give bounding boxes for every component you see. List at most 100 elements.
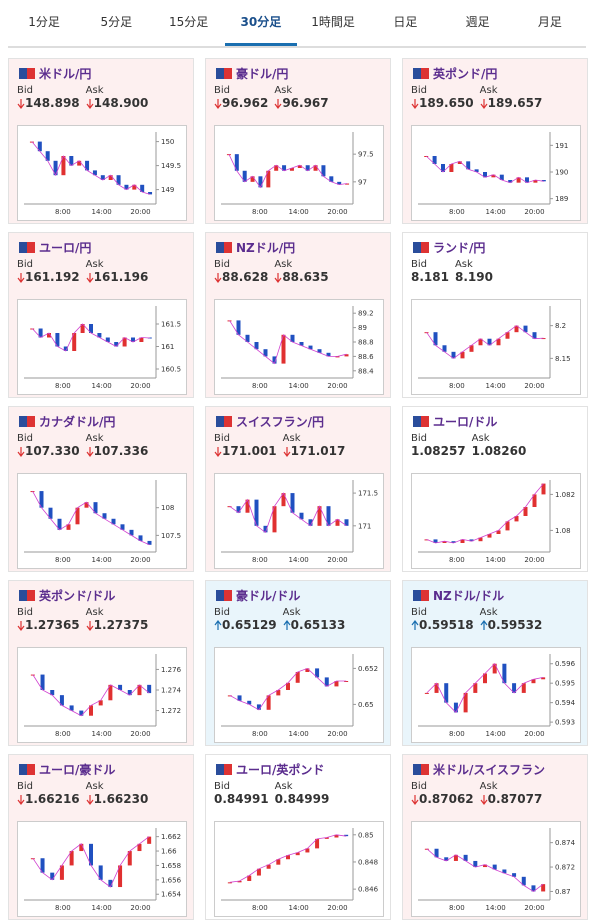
tab[interactable]: 1分足	[28, 15, 60, 29]
tab[interactable]: 30分足	[224, 0, 297, 46]
candle	[111, 518, 116, 525]
quote: Bid Ask 1.08257 1.08260	[411, 433, 526, 458]
bid-label: Bid	[17, 781, 33, 792]
tab[interactable]: 15分足	[168, 15, 209, 29]
y-tick-label: 1.66	[161, 848, 177, 856]
pair-title[interactable]: カナダドル/円	[39, 415, 116, 429]
bid-text: 0.59518	[419, 618, 474, 632]
candle	[127, 690, 132, 696]
rate-card[interactable]: カナダドル/円 Bid Ask 107.330 107.336 107.5 108 8:00 1…	[8, 406, 194, 572]
tab[interactable]: 5分足	[100, 15, 133, 29]
candle	[326, 352, 331, 357]
tab[interactable]: 月足	[537, 15, 562, 29]
close-line	[426, 848, 544, 892]
bid-text: 1.66216	[25, 792, 80, 806]
rate-card[interactable]: ユーロ/英ポンド Bid Ask 0.84991 0.84999 0.846 0.848 0.…	[205, 754, 391, 920]
candle	[295, 672, 300, 683]
arrow-shape	[86, 446, 94, 457]
rate-card[interactable]: ユーロ/円 Bid Ask 161.192 161.196 160.5 161 161.5 8:…	[8, 232, 194, 398]
ask-text: 1.27375	[93, 618, 149, 632]
ask-text: 0.59532	[487, 618, 543, 632]
arrow-icon	[214, 272, 222, 283]
candle	[108, 879, 113, 888]
mini-chart: 97 97.5 8:00 14:00 20:00	[214, 125, 384, 221]
candle	[451, 541, 456, 543]
ask-text: 0.84999	[274, 792, 330, 806]
pair-title[interactable]: 英ポンド/円	[433, 67, 498, 81]
bid-value: 0.84991	[214, 792, 269, 806]
candle	[57, 518, 62, 530]
rate-card[interactable]: NZドル/円 Bid Ask 88.628 88.635 88.4 88.6 88.8 89 89…	[205, 232, 391, 398]
pair-title[interactable]: 英ポンド/ドル	[39, 589, 116, 603]
rate-card[interactable]: 英ポンド/ドル Bid Ask 1.27365 1.27375 1.272 1.274 1.2…	[8, 580, 194, 746]
pair-title[interactable]: 豪ドル/ドル	[236, 589, 301, 603]
pair-title[interactable]: NZドル/円	[236, 241, 296, 255]
close-line	[229, 834, 347, 883]
candle	[329, 176, 334, 182]
pair-title[interactable]: ユーロ/英ポンド	[236, 763, 325, 777]
pair-title[interactable]: 米ドル/スイスフラン	[433, 763, 546, 777]
candle	[254, 342, 259, 350]
arrow-icon	[17, 446, 25, 457]
rate-card[interactable]: 米ドル/円 Bid Ask 148.898 148.900 149 149.5 150 8:00…	[8, 58, 194, 224]
arrow-shape	[214, 98, 222, 109]
y-tick-label: 0.848	[358, 858, 378, 866]
pair-title[interactable]: ユーロ/円	[39, 241, 92, 255]
bid-value: 88.628	[214, 270, 268, 284]
bid-value: 148.898	[17, 96, 80, 110]
rate-card[interactable]: ランド/円 Bid Ask 8.181 8.190 8.15 8.2 8:00 14:00 20:…	[402, 232, 588, 398]
candle	[39, 491, 44, 508]
x-tick-label: 14:00	[289, 730, 309, 738]
candle	[89, 843, 93, 866]
rate-card[interactable]: NZドル/ドル Bid Ask 0.59518 0.59532 0.593 0.594 0.5…	[402, 580, 588, 746]
rate-card[interactable]: スイスフラン/円 Bid Ask 171.001 171.017 171 171.5 8:00…	[205, 406, 391, 572]
candle	[514, 516, 519, 522]
pair-title[interactable]: 米ドル/円	[39, 67, 92, 81]
candle	[124, 184, 129, 190]
pair-title[interactable]: ユーロ/ドル	[433, 415, 498, 429]
rate-card[interactable]: 英ポンド/円 Bid Ask 189.650 189.657 189 190 191 8:00 1…	[402, 58, 588, 224]
bid-value: 8.181	[411, 270, 449, 284]
candle	[131, 337, 135, 342]
flag-icon	[19, 242, 35, 253]
pair-title[interactable]: 豪ドル/円	[236, 67, 289, 81]
candle	[505, 332, 510, 339]
tab[interactable]: 1時間足	[311, 15, 355, 29]
ask-value: 88.635	[274, 270, 329, 284]
candle	[305, 848, 310, 853]
y-tick-label: 97	[358, 178, 367, 186]
pair-title[interactable]: スイスフラン/円	[236, 415, 325, 429]
candle	[40, 674, 45, 690]
pair-title[interactable]: NZドル/ドル	[433, 589, 505, 603]
x-tick-label: 14:00	[92, 904, 112, 912]
mini-chart: 0.65 0.652 8:00 14:00 20:00	[214, 647, 384, 743]
tab[interactable]: 日足	[393, 15, 418, 29]
close-line	[229, 667, 347, 711]
rate-card[interactable]: ユーロ/豪ドル Bid Ask 1.66216 1.66230 1.654 1.656 1.6…	[8, 754, 194, 920]
rate-card[interactable]: 豪ドル/ドル Bid Ask 0.65129 0.65133 0.65 0.652 8:00 1…	[205, 580, 391, 746]
candle	[297, 165, 302, 168]
x-tick-label: 8:00	[449, 730, 465, 738]
x-tick-label: 8:00	[449, 208, 465, 216]
ask-label: Ask	[282, 607, 301, 618]
arrow-icon	[17, 98, 25, 109]
candle	[48, 507, 53, 519]
tab[interactable]: 週足	[465, 15, 490, 29]
candle	[55, 333, 60, 347]
bid-text: 189.650	[419, 96, 474, 110]
candle	[147, 684, 152, 694]
flag-icon	[216, 68, 232, 79]
arrow-icon	[411, 794, 419, 805]
pair-title[interactable]: ランド/円	[433, 241, 486, 255]
candle	[132, 184, 137, 190]
rate-card[interactable]: 米ドル/スイスフラン Bid Ask 0.87062 0.87077 0.87 0.872 0…	[402, 754, 588, 920]
y-tick-label: 88.8	[358, 339, 374, 347]
pair-title[interactable]: ユーロ/豪ドル	[39, 763, 116, 777]
candle	[344, 519, 349, 526]
rate-card[interactable]: 豪ドル/円 Bid Ask 96.962 96.967 97 97.5 8:00 14:00 20…	[205, 58, 391, 224]
x-tick-label: 20:00	[327, 904, 347, 912]
rate-card[interactable]: ユーロ/ドル Bid Ask 1.08257 1.08260 1.08 1.082 8:00 1…	[402, 406, 588, 572]
arrow-icon	[86, 272, 94, 283]
y-tick-label: 89	[358, 324, 367, 332]
